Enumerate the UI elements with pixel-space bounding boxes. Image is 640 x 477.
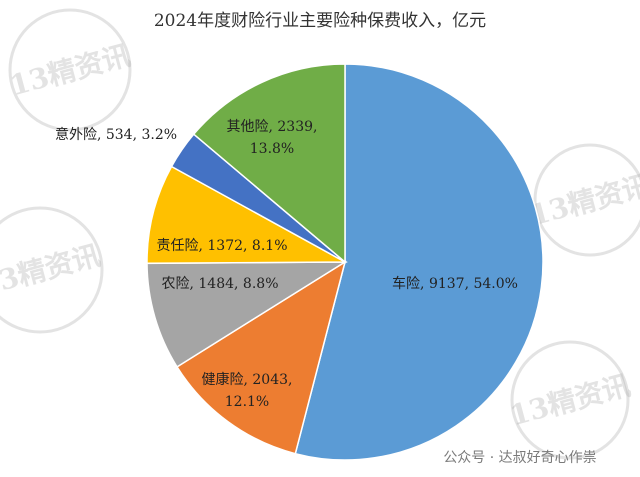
watermark-stamp-1 bbox=[0, 206, 104, 334]
chart-title: 2024年度财险行业主要险种保费收入，亿元 bbox=[153, 11, 487, 31]
pie-slice-3 bbox=[146, 165, 348, 265]
watermark-stamp-2 bbox=[533, 143, 640, 257]
slice-label-1: 健康险, 2043, 12.1% bbox=[202, 371, 293, 410]
watermark-stamp-3 bbox=[510, 340, 630, 460]
footer-watermark-text: 公众号 · 达叔好奇心作祟 bbox=[443, 449, 596, 466]
watermark-stamp-text-2: 13精资讯 bbox=[526, 169, 640, 233]
pie-slices bbox=[146, 63, 544, 461]
slice-label-3: 责任险, 1372, 8.1% bbox=[157, 238, 288, 254]
slice-label-0: 车险, 9137, 54.0% bbox=[392, 275, 518, 292]
slice-labels: 车险, 9137, 54.0% 健康险, 2043, 12.1% 农险, 1484, … bbox=[55, 119, 518, 410]
pie-slice-1 bbox=[176, 260, 347, 455]
watermark-stamp-text-1: 13精资讯 bbox=[0, 239, 104, 303]
pie-slice-2 bbox=[146, 261, 348, 368]
pie-slice-0 bbox=[294, 63, 544, 461]
watermark-stamp-text-0: 13精资讯 bbox=[6, 39, 133, 103]
slice-label-5: 其他险, 2339, 13.8% bbox=[227, 119, 318, 157]
pie-slice-5 bbox=[192, 63, 346, 264]
footer-watermark: 公众号 · 达叔好奇心作祟 bbox=[443, 449, 596, 466]
watermark-stamp-0 bbox=[8, 8, 132, 132]
slice-label-2: 农险, 1484, 8.8% bbox=[162, 276, 279, 292]
slice-label-4: 意外险, 534, 3.2% bbox=[55, 126, 177, 143]
watermark-stamp-text-3: 13精资讯 bbox=[506, 369, 633, 433]
